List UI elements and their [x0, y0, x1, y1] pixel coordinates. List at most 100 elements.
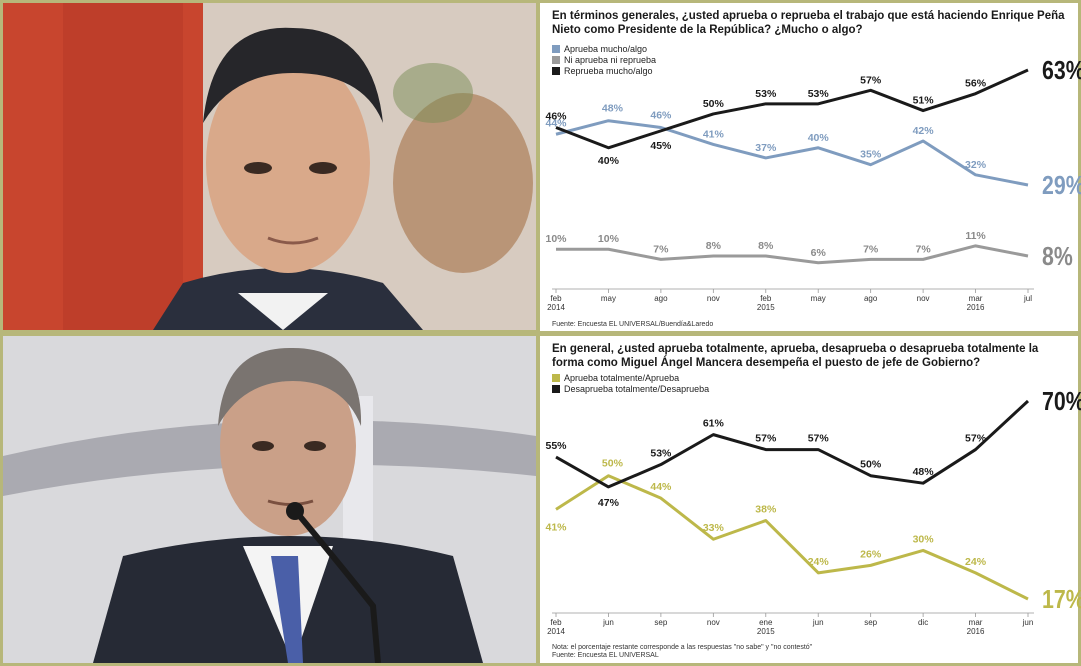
x-year-label: 2014 [547, 627, 565, 636]
legend-item-disapprove: Reprueba mucho/algo [552, 65, 656, 76]
portrait-illustration [3, 336, 536, 663]
legend: Aprueba totalmente/Aprueba Desaprueba to… [552, 372, 709, 394]
data-label: 55% [545, 440, 567, 452]
x-year-label: 2014 [547, 303, 565, 312]
data-label: 44% [650, 481, 672, 493]
data-label: 6% [811, 247, 827, 259]
data-label: 7% [863, 243, 879, 255]
data-label: 32% [965, 159, 987, 171]
data-label: 44% [545, 117, 567, 129]
legend-swatch [552, 55, 560, 64]
x-tick-label: feb [550, 294, 562, 303]
x-tick-label: jun [602, 618, 614, 627]
x-year-label: 2016 [967, 627, 985, 636]
data-label: 57% [965, 433, 987, 445]
x-tick-label: ago [654, 294, 668, 303]
data-label: 50% [602, 458, 624, 470]
legend-swatch [552, 44, 560, 53]
data-label: 57% [860, 74, 882, 86]
x-tick-label: mar [969, 618, 983, 627]
data-label: 29% [1042, 171, 1081, 201]
photo-mancera [3, 336, 536, 663]
legend-swatch [552, 384, 560, 393]
legend-item-approve: Aprueba totalmente/Aprueba [552, 372, 709, 383]
data-label: 56% [965, 78, 987, 90]
x-tick-label: nov [707, 294, 720, 303]
series-line [556, 244, 1029, 265]
data-label: 10% [545, 233, 567, 245]
legend-swatch [552, 373, 560, 382]
legend-label: Reprueba mucho/algo [564, 65, 653, 76]
source-note: Fuente: Encuesta EL UNIVERSAL/Buendía&La… [552, 321, 714, 328]
data-label: 48% [602, 103, 624, 115]
data-label: 41% [545, 521, 567, 533]
x-tick-label: mar [969, 294, 983, 303]
legend-item-approve: Aprueba mucho/algo [552, 43, 656, 54]
data-label: 26% [860, 548, 882, 560]
data-label: 11% [965, 230, 986, 242]
data-label: 46% [545, 110, 567, 122]
x-tick-label: may [811, 294, 826, 303]
legend-label: Ni aprueba ni reprueba [564, 54, 657, 65]
data-label: 47% [598, 497, 620, 509]
x-tick-label: jul [1023, 294, 1032, 303]
data-label: 17% [1042, 585, 1081, 615]
data-label: 53% [650, 448, 672, 460]
x-tick-label: nov [917, 294, 930, 303]
data-label: 24% [808, 556, 830, 568]
x-tick-label: jun [1022, 618, 1034, 627]
data-label: 50% [703, 98, 725, 110]
source-note: Fuente: Encuesta EL UNIVERSAL [552, 652, 659, 659]
chart-title: En términos generales, ¿usted aprueba o … [552, 10, 1065, 36]
data-label: 38% [755, 504, 777, 516]
x-tick-label: feb [760, 294, 772, 303]
legend-label: Aprueba mucho/algo [564, 43, 648, 54]
portrait-illustration [3, 3, 536, 330]
series-line [555, 474, 1029, 601]
x-tick-label: feb [550, 618, 562, 627]
legend-item-neutral: Ni aprueba ni reprueba [552, 54, 656, 65]
data-label: 7% [916, 243, 932, 255]
data-label: 33% [703, 522, 725, 534]
data-label: 7% [653, 243, 669, 255]
x-tick-label: nov [707, 618, 720, 627]
data-label: 8% [758, 240, 774, 252]
legend-label: Desaprueba totalmente/Desaprueba [564, 383, 710, 394]
legend: Aprueba mucho/algo Ni aprueba ni reprueb… [552, 43, 656, 76]
data-label: 48% [913, 466, 935, 478]
chart-panel-pena-nieto: En términos generales, ¿usted aprueba o … [540, 3, 1081, 331]
data-label: 8% [1042, 242, 1073, 272]
data-label: 45% [650, 140, 672, 152]
data-label: 53% [755, 88, 777, 100]
data-label: 40% [598, 155, 620, 167]
chart-panel-mancera: En general, ¿usted aprueba totalmente, a… [540, 336, 1081, 663]
data-label: 41% [703, 128, 725, 140]
legend-label: Aprueba totalmente/Aprueba [564, 372, 680, 383]
x-year-label: 2015 [757, 303, 775, 312]
x-tick-label: sep [654, 618, 667, 627]
data-label: 51% [913, 95, 935, 107]
data-label: 53% [808, 88, 830, 100]
legend-swatch [552, 66, 560, 75]
footnote: Nota: el porcentaje restante corresponde… [552, 644, 813, 651]
data-label: 8% [706, 240, 722, 252]
x-tick-label: dic [918, 618, 928, 627]
data-label: 42% [913, 125, 935, 137]
data-label: 24% [965, 556, 987, 568]
data-label: 37% [755, 142, 777, 154]
data-label: 35% [860, 149, 882, 161]
chart-title: En general, ¿usted aprueba totalmente, a… [552, 343, 1039, 369]
x-tick-label: sep [864, 618, 877, 627]
x-year-label: 2016 [967, 303, 985, 312]
data-label: 57% [808, 433, 830, 445]
data-label: 40% [808, 132, 830, 144]
x-year-label: 2015 [757, 627, 775, 636]
series-line [555, 119, 1029, 187]
photo-pena-nieto [3, 3, 536, 330]
series-line [555, 399, 1030, 489]
x-tick-label: ago [864, 294, 878, 303]
data-label: 57% [755, 433, 777, 445]
